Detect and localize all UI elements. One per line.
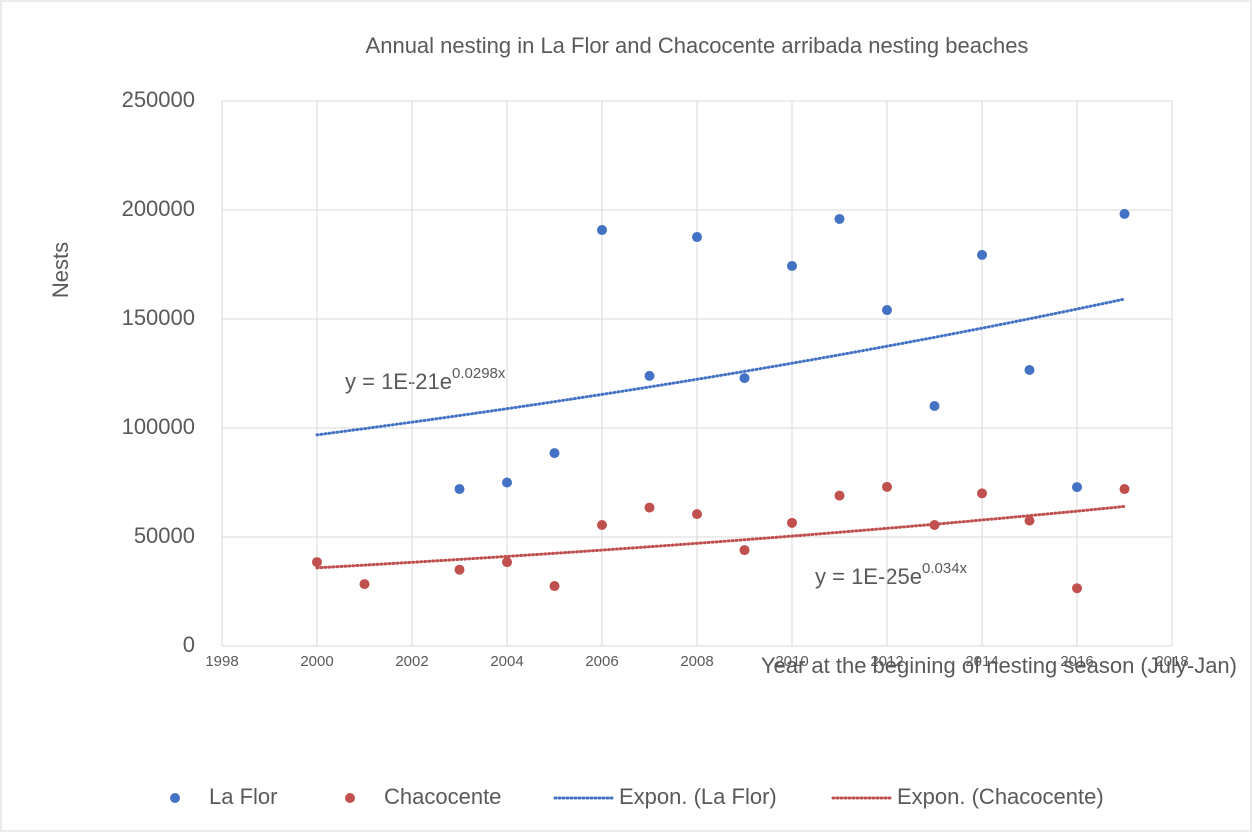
trend-equation: y = 1E-21e0.0298x — [345, 365, 506, 394]
point — [692, 509, 702, 520]
x-tick-label: 2000 — [300, 653, 333, 670]
point — [977, 488, 987, 499]
trendline — [315, 504, 1126, 570]
point — [549, 581, 560, 592]
point — [1072, 482, 1082, 493]
x-tick-label: 2012 — [870, 653, 903, 670]
equation: y = 1E-21e — [345, 369, 452, 394]
point — [692, 232, 702, 243]
legend-label: Expon. (Chacocente) — [897, 784, 1104, 809]
x-tick-label: 2008 — [680, 653, 713, 670]
equation-exponent: 0.034x — [922, 560, 968, 577]
point — [787, 517, 797, 528]
legend-label: Expon. (La Flor) — [619, 784, 777, 809]
x-tick-label: 2006 — [585, 653, 618, 670]
point — [739, 373, 750, 384]
y-tick-label: 50000 — [134, 523, 195, 548]
chart-title: Annual nesting in La Flor and Chacocente… — [366, 33, 1029, 58]
x-tick-label: 1998 — [205, 653, 238, 670]
point — [597, 520, 607, 531]
point — [1024, 515, 1035, 526]
trendline — [315, 297, 1126, 437]
x-tick-label: 2014 — [965, 653, 998, 670]
y-tick-label: 100000 — [122, 414, 195, 439]
point — [834, 490, 845, 501]
x-tick-label: 2016 — [1060, 653, 1093, 670]
y-tick-label: 200000 — [122, 196, 195, 221]
point — [597, 225, 607, 236]
x-tick-label: 2018 — [1155, 653, 1188, 670]
point — [1072, 583, 1082, 594]
legend-label: Chacocente — [384, 784, 501, 809]
y-tick-label: 250000 — [122, 87, 195, 112]
point — [502, 477, 512, 488]
point — [644, 502, 655, 513]
x-axis-label: Year at the begining of nesting season (… — [761, 653, 1237, 678]
legend-label: La Flor — [209, 784, 277, 809]
point — [312, 557, 322, 568]
legend-marker — [170, 793, 180, 803]
point — [454, 564, 465, 575]
point — [1119, 484, 1130, 495]
point — [834, 213, 845, 224]
point — [882, 481, 892, 492]
legend-marker — [345, 793, 355, 803]
y-tick-label: 0 — [183, 632, 195, 657]
y-tick-label: 150000 — [122, 305, 195, 330]
x-tick-label: 2002 — [395, 653, 428, 670]
point — [977, 249, 987, 260]
point — [929, 400, 940, 411]
equation: y = 1E-25e — [815, 564, 922, 589]
point — [882, 305, 892, 316]
trend-equation: y = 1E-25e0.034x — [815, 560, 968, 589]
point — [549, 448, 560, 459]
point — [359, 579, 370, 590]
point — [1024, 365, 1035, 376]
x-tick-label: 2004 — [490, 653, 523, 670]
equation-exponent: 0.0298x — [452, 365, 506, 382]
point — [644, 370, 655, 381]
y-axis-label: Nests — [48, 242, 73, 298]
point — [787, 261, 797, 272]
point — [502, 557, 512, 568]
point — [1119, 208, 1130, 219]
x-tick-label: 2010 — [775, 653, 808, 670]
point — [929, 520, 940, 531]
point — [739, 545, 750, 556]
point — [454, 484, 465, 495]
